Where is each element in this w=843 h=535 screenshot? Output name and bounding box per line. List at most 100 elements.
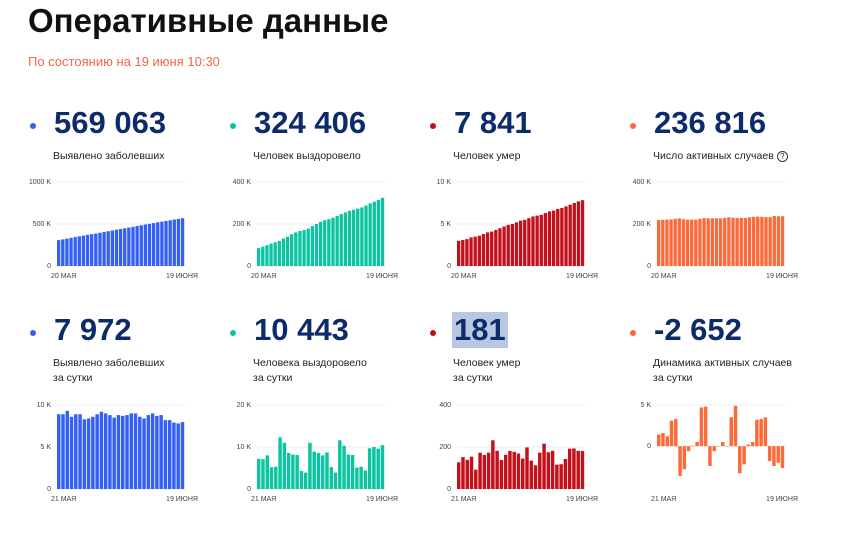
y-tick-label: 200 K — [633, 221, 652, 228]
bar — [764, 217, 768, 266]
mini-bar-chart: 0 5 K 21 МАЯ 19 ИЮНЯ — [640, 402, 798, 503]
bar — [712, 446, 716, 452]
bar — [339, 214, 343, 266]
bar — [376, 200, 381, 266]
bar — [538, 452, 542, 489]
bar — [335, 216, 339, 266]
stat-value: -2 652 — [654, 312, 742, 347]
bullet-dot-icon — [230, 123, 236, 129]
bar — [531, 216, 535, 266]
bar — [265, 455, 269, 489]
bar — [723, 217, 727, 266]
bar — [351, 209, 356, 266]
bar — [143, 224, 148, 266]
y-tick-label: 0 — [247, 263, 251, 270]
bar — [159, 415, 163, 489]
bar — [543, 213, 548, 266]
stat-value: 7 841 — [454, 105, 532, 140]
bar — [768, 217, 772, 266]
bar — [576, 450, 580, 489]
stat-label: Человека выздоровело за сутки — [253, 356, 443, 386]
bar — [78, 414, 82, 489]
bar — [131, 226, 135, 266]
bar — [739, 217, 743, 266]
bar — [57, 414, 61, 489]
bar — [310, 226, 315, 266]
help-icon[interactable]: ? — [776, 151, 788, 162]
bar — [106, 231, 110, 266]
bar — [155, 415, 159, 489]
y-tick-label: 10 K — [237, 444, 252, 451]
bullet-dot-icon — [430, 123, 436, 129]
bar — [368, 203, 372, 266]
bar — [329, 467, 333, 489]
y-tick-label: 400 K — [233, 179, 252, 186]
bar — [118, 228, 123, 266]
y-tick-label: 5 K — [40, 444, 51, 451]
stat-label: Выявлено заболевших — [53, 149, 243, 164]
bar — [257, 248, 261, 266]
stat-label: Человек умер — [453, 149, 643, 164]
stat-label-period: за сутки — [53, 372, 93, 384]
bar — [257, 458, 261, 489]
bar — [94, 233, 98, 266]
bar — [510, 224, 515, 266]
bar — [772, 446, 776, 466]
bar — [539, 214, 543, 266]
y-tick-label: 0 — [247, 486, 251, 493]
bar — [560, 208, 564, 266]
bar — [685, 219, 690, 266]
bar — [512, 451, 516, 489]
bar — [457, 462, 461, 489]
bar — [673, 218, 677, 266]
bar — [372, 447, 376, 489]
bar — [355, 467, 359, 489]
bar — [465, 459, 469, 489]
bar — [273, 242, 277, 266]
bar — [127, 227, 131, 266]
bar — [295, 454, 299, 489]
bar — [760, 216, 764, 266]
bar — [516, 453, 521, 489]
y-tick-label: 500 K — [33, 221, 52, 228]
bar — [74, 414, 78, 489]
mini-bar-chart: 0 5 K 10 K 21 МАЯ 19 ИЮНЯ — [37, 402, 198, 503]
bar — [716, 446, 721, 447]
bullet-dot-icon — [30, 123, 36, 129]
bar — [678, 446, 682, 476]
bar — [156, 222, 160, 266]
bar — [112, 417, 116, 489]
y-tick-label: 5 K — [440, 221, 451, 228]
bar — [138, 416, 142, 489]
bar — [718, 218, 723, 266]
bar — [731, 217, 735, 266]
x-tick-label: 19 ИЮНЯ — [566, 496, 598, 503]
stat-label: Динамика активных случаев за сутки — [653, 356, 843, 386]
stat-label-period: за сутки — [653, 372, 693, 384]
x-tick-label: 21 МАЯ — [651, 496, 676, 503]
bar — [747, 217, 752, 266]
bar — [290, 234, 294, 266]
stat-label-period: за сутки — [253, 372, 293, 384]
stat-value: 324 406 — [254, 105, 367, 140]
bar — [481, 234, 486, 266]
bar — [160, 221, 164, 266]
bar — [657, 434, 661, 447]
bar — [73, 237, 77, 266]
bar — [312, 451, 316, 489]
bar — [714, 218, 719, 266]
stat-label-text: Человек выздоровело — [253, 150, 361, 162]
bar — [139, 225, 143, 266]
bar — [486, 452, 491, 489]
bar — [364, 205, 368, 266]
bar — [665, 436, 669, 447]
bar — [550, 450, 555, 489]
bar — [321, 455, 325, 489]
update-timestamp: По состоянию на 19 июня 10:30 — [28, 54, 220, 69]
bar — [690, 219, 694, 266]
bar — [168, 220, 172, 266]
bar — [527, 218, 531, 266]
y-tick-label: 0 — [47, 263, 51, 270]
bar — [776, 216, 781, 266]
y-tick-label: 1000 K — [29, 179, 52, 186]
